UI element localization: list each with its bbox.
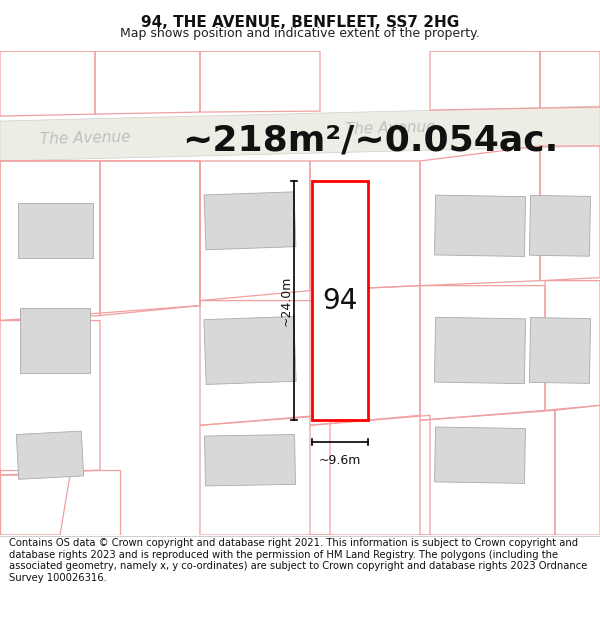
- Text: The Avenue: The Avenue: [344, 119, 436, 137]
- Bar: [17, 203, 92, 258]
- Text: 94, THE AVENUE, BENFLEET, SS7 2HG: 94, THE AVENUE, BENFLEET, SS7 2HG: [141, 15, 459, 30]
- Bar: [205, 434, 295, 486]
- Polygon shape: [0, 106, 600, 161]
- Text: 94: 94: [322, 287, 358, 314]
- Bar: [434, 195, 526, 256]
- Text: Contains OS data © Crown copyright and database right 2021. This information is : Contains OS data © Crown copyright and d…: [9, 538, 587, 583]
- Text: ~9.6m: ~9.6m: [319, 454, 361, 468]
- Bar: [434, 427, 526, 483]
- Text: Map shows position and indicative extent of the property.: Map shows position and indicative extent…: [120, 28, 480, 40]
- Bar: [529, 318, 590, 383]
- Bar: [529, 196, 590, 256]
- Bar: [16, 431, 83, 479]
- Bar: [312, 181, 368, 420]
- Bar: [20, 308, 90, 373]
- Bar: [204, 192, 296, 250]
- Text: ~218m²/~0.054ac.: ~218m²/~0.054ac.: [182, 124, 558, 158]
- Text: ~24.0m: ~24.0m: [280, 276, 293, 326]
- Bar: [434, 318, 526, 384]
- Bar: [204, 316, 296, 384]
- Text: The Avenue: The Avenue: [40, 129, 130, 147]
